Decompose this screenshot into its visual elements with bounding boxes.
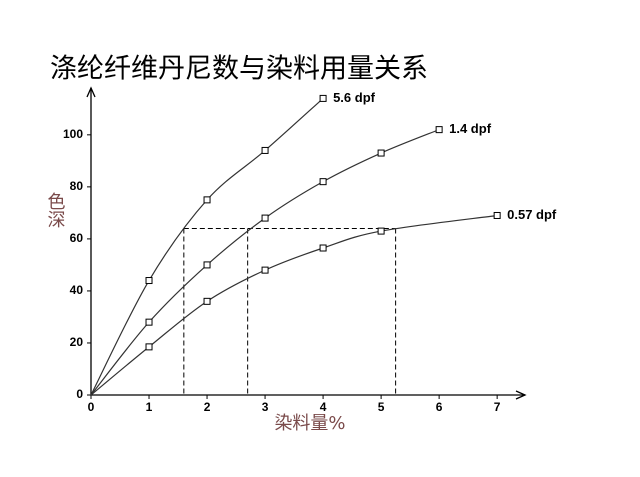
y-axis-arrow: [86, 86, 96, 98]
x-tick-label: 0: [88, 400, 95, 414]
data-point: [435, 126, 443, 134]
x-tick-label: 6: [436, 400, 443, 414]
data-point: [203, 297, 211, 305]
x-tick-label: 2: [204, 400, 211, 414]
data-point: [493, 211, 501, 219]
data-point: [261, 214, 269, 222]
series-label: 5.6 dpf: [333, 90, 376, 105]
series-label: 0.57 dpf: [507, 207, 557, 222]
data-point: [203, 196, 211, 204]
data-point: [377, 149, 385, 157]
x-tick-label: 1: [146, 400, 153, 414]
data-point: [377, 227, 385, 235]
y-tick-label: 100: [63, 127, 83, 141]
data-point: [145, 343, 153, 351]
data-point: [145, 318, 153, 326]
y-tick-label: 20: [70, 335, 84, 349]
x-axis-arrow: [515, 390, 527, 400]
x-tick-label: 4: [320, 400, 327, 414]
x-tick-label: 3: [262, 400, 269, 414]
chart-title: 涤纶纤维丹尼数与染料用量关系: [50, 54, 428, 85]
data-point: [319, 244, 327, 252]
series-line: [90, 214, 498, 396]
data-point: [319, 94, 327, 102]
y-tick-label: 0: [76, 387, 83, 401]
y-tick-label: 60: [70, 231, 84, 245]
y-tick-label: 40: [70, 283, 84, 297]
series-line: [90, 97, 324, 396]
y-axis-label: 色深: [45, 192, 66, 228]
data-point: [261, 266, 269, 274]
data-point: [145, 277, 153, 285]
x-tick-label: 5: [378, 400, 385, 414]
y-tick-label: 80: [70, 179, 84, 193]
x-axis-label: 染料量%: [274, 413, 345, 434]
series-line: [90, 129, 440, 396]
data-point: [203, 261, 211, 269]
x-tick-label: 7: [494, 400, 501, 414]
data-point: [319, 178, 327, 186]
series-label: 1.4 dpf: [449, 121, 492, 136]
data-point: [261, 146, 269, 154]
